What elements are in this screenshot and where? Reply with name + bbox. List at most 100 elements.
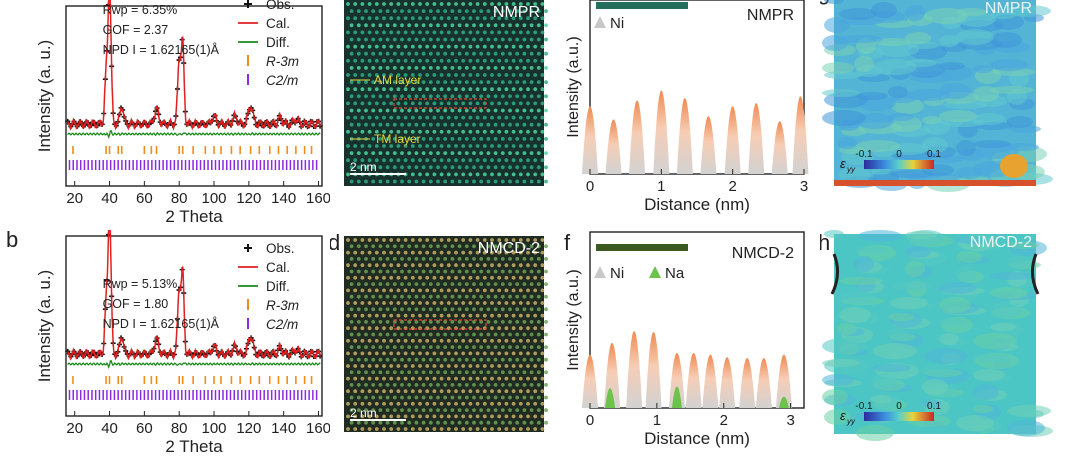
- ni-peak: [719, 357, 736, 408]
- atom-column: [425, 338, 430, 343]
- atom-column: [385, 37, 390, 42]
- atom-column: [371, 383, 376, 387]
- strain-blob: [939, 282, 977, 294]
- strain-hotspot: [1000, 154, 1028, 178]
- atom-column: [515, 320, 520, 324]
- atom-column: [472, 108, 476, 113]
- atom-column: [418, 172, 422, 177]
- atom-column: [414, 320, 419, 324]
- atom-column: [457, 9, 462, 14]
- atom-column: [450, 94, 455, 99]
- atom-column: [446, 172, 451, 177]
- atom-column: [382, 275, 386, 280]
- atom-column: [392, 383, 397, 387]
- atom-column: [479, 66, 484, 70]
- atom-column: [371, 94, 376, 99]
- atom-column: [356, 408, 361, 412]
- atom-column: [486, 51, 491, 56]
- atom-column: [454, 351, 458, 356]
- atom-column: [414, 37, 419, 42]
- atom-column: [497, 263, 502, 268]
- atom-column: [407, 269, 412, 274]
- atom-column: [371, 66, 376, 70]
- atom-column: [432, 389, 437, 394]
- atom-column: [500, 66, 505, 70]
- atom-column: [493, 23, 498, 28]
- atom-column: [364, 257, 368, 261]
- strain-blob: [856, 140, 900, 152]
- atom-column: [497, 30, 502, 35]
- atom-column: [518, 376, 523, 381]
- atom-column: [436, 244, 440, 249]
- atom-column: [443, 269, 448, 274]
- atom-column: [493, 37, 498, 42]
- atom-column: [540, 389, 545, 394]
- atom-column: [504, 250, 509, 255]
- atom-column: [490, 172, 494, 177]
- atom-column: [346, 172, 350, 177]
- atom-column: [403, 376, 408, 381]
- atom-column: [482, 144, 487, 148]
- atom-column: [371, 307, 376, 312]
- atom-column: [418, 144, 422, 148]
- atom-column: [504, 427, 509, 431]
- strain-blob: [956, 140, 976, 156]
- atom-column: [536, 66, 541, 70]
- x-axis-label: Distance (nm): [644, 429, 750, 448]
- strain-blob: [973, 369, 1005, 381]
- atom-column: [515, 420, 520, 425]
- atom-column: [511, 351, 516, 356]
- atom-column: [522, 151, 527, 156]
- atom-column: [349, 294, 354, 299]
- atom-column: [421, 408, 426, 412]
- atom-column: [511, 275, 516, 280]
- atom-column: [533, 30, 538, 35]
- legend-marker-obs: [244, 244, 252, 252]
- strain-blob: [822, 389, 848, 405]
- atom-column: [450, 408, 455, 412]
- atom-column: [360, 313, 365, 318]
- atom-column: [486, 37, 491, 42]
- atom-column: [518, 44, 523, 49]
- atom-column: [533, 301, 538, 305]
- atom-column: [490, 389, 494, 394]
- atom-column: [418, 129, 422, 134]
- x-tick-label: 3: [800, 178, 808, 195]
- atom-column: [436, 23, 440, 28]
- atom-column: [396, 129, 401, 134]
- atom-column: [392, 94, 397, 99]
- atom-column: [536, 395, 541, 400]
- atom-column: [403, 263, 408, 268]
- atom-column: [515, 9, 520, 14]
- atom-column: [504, 2, 509, 6]
- colorbar-tick-label: 0: [896, 149, 902, 160]
- atom-column: [439, 58, 444, 63]
- atom-column: [436, 165, 440, 170]
- atom-column: [389, 158, 394, 163]
- atom-column: [432, 401, 437, 406]
- atom-column: [400, 294, 404, 299]
- atom-column: [367, 401, 372, 406]
- atom-column: [396, 389, 401, 394]
- atom-column: [367, 238, 372, 242]
- atom-column: [526, 376, 530, 381]
- atom-column: [385, 294, 390, 299]
- atom-lattice: [346, 238, 548, 431]
- atom-column: [493, 66, 498, 70]
- atom-column: [443, 345, 448, 349]
- atom-column: [385, 51, 390, 56]
- atom-column: [418, 101, 422, 106]
- atom-column: [479, 269, 484, 274]
- atom-column: [360, 250, 365, 255]
- atom-column: [367, 58, 372, 63]
- atom-column: [454, 275, 458, 280]
- x-tick-label: 40: [101, 420, 118, 437]
- atom-column: [450, 51, 455, 56]
- atom-column: [400, 320, 404, 324]
- atom-column: [410, 364, 415, 368]
- atom-column: [421, 51, 426, 56]
- atom-column: [497, 401, 502, 406]
- atom-column: [544, 23, 548, 28]
- atom-column: [389, 250, 394, 255]
